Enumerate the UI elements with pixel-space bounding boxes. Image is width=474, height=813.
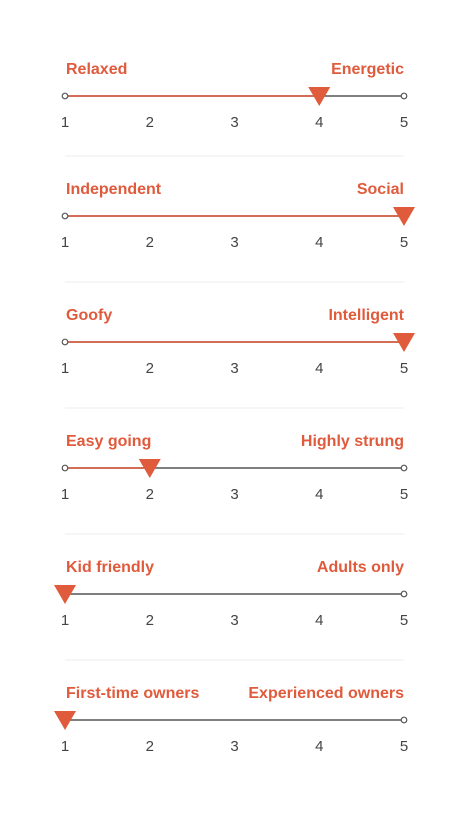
tick-label: 4 bbox=[315, 738, 323, 755]
slider-handle[interactable] bbox=[138, 459, 161, 478]
tick-label: 4 bbox=[315, 612, 323, 629]
track-end bbox=[400, 92, 408, 100]
track-end bbox=[400, 716, 408, 724]
tick-label: 4 bbox=[315, 234, 323, 251]
left-label: First-time owners bbox=[66, 685, 199, 702]
slider-handle[interactable] bbox=[393, 207, 415, 226]
tick-label: 5 bbox=[400, 738, 408, 755]
left-label: Independent bbox=[66, 181, 162, 198]
tick-label: 4 bbox=[315, 486, 323, 503]
tick-label: 2 bbox=[146, 114, 154, 131]
right-label: Social bbox=[357, 181, 404, 198]
right-label: Adults only bbox=[317, 559, 404, 576]
slider-handle[interactable] bbox=[308, 87, 331, 106]
tick-label: 1 bbox=[61, 486, 69, 503]
slider-handle[interactable] bbox=[54, 585, 76, 604]
tick-label: 5 bbox=[400, 486, 408, 503]
track-start bbox=[61, 464, 69, 472]
left-label: Goofy bbox=[66, 307, 112, 324]
left-label: Easy going bbox=[66, 433, 151, 450]
tick-label: 2 bbox=[146, 360, 154, 377]
tick-label: 3 bbox=[230, 486, 238, 503]
tick-label: 5 bbox=[400, 360, 408, 377]
track-end bbox=[400, 590, 408, 598]
right-label: Intelligent bbox=[328, 307, 404, 324]
slider-handle[interactable] bbox=[54, 711, 76, 730]
tick-label: 4 bbox=[315, 114, 323, 131]
track-end bbox=[400, 464, 408, 472]
tick-label: 3 bbox=[230, 234, 238, 251]
tick-label: 5 bbox=[400, 114, 408, 131]
track-start bbox=[61, 338, 69, 346]
left-label: Relaxed bbox=[66, 61, 127, 78]
slider-handle[interactable] bbox=[393, 333, 415, 352]
right-label: Highly strung bbox=[301, 433, 404, 450]
tick-label: 2 bbox=[146, 486, 154, 503]
tick-label: 1 bbox=[61, 360, 69, 377]
tick-label: 1 bbox=[61, 738, 69, 755]
left-label: Kid friendly bbox=[66, 559, 154, 576]
tick-label: 5 bbox=[400, 234, 408, 251]
tick-label: 3 bbox=[230, 612, 238, 629]
track-start bbox=[61, 212, 69, 220]
tick-label: 1 bbox=[61, 234, 69, 251]
tick-label: 3 bbox=[230, 738, 238, 755]
tick-label: 3 bbox=[230, 114, 238, 131]
track-start bbox=[61, 92, 69, 100]
tick-label: 1 bbox=[61, 114, 69, 131]
tick-label: 5 bbox=[400, 612, 408, 629]
right-label: Energetic bbox=[331, 61, 404, 78]
tick-label: 2 bbox=[146, 612, 154, 629]
tick-label: 1 bbox=[61, 612, 69, 629]
right-label: Experienced owners bbox=[248, 685, 404, 702]
tick-label: 3 bbox=[230, 360, 238, 377]
tick-label: 2 bbox=[146, 234, 154, 251]
tick-label: 4 bbox=[315, 360, 323, 377]
tick-label: 2 bbox=[146, 738, 154, 755]
